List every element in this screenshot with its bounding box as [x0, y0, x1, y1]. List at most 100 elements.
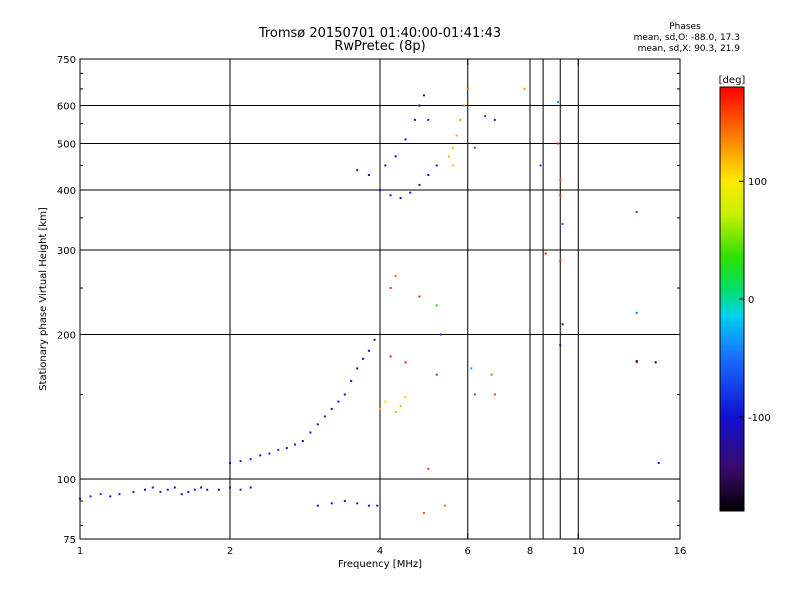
data-point	[418, 104, 421, 107]
chart-subtitle: RwPretec (8p)	[334, 39, 426, 54]
phase-stats-title: Phases	[669, 22, 701, 32]
data-point	[159, 490, 162, 493]
data-point	[384, 164, 387, 167]
data-point	[418, 295, 421, 298]
data-point	[200, 486, 203, 489]
data-point	[418, 183, 421, 186]
data-point	[559, 259, 562, 262]
data-point	[99, 493, 102, 496]
x-axis-label: Frequency [MHz]	[338, 559, 422, 570]
data-point	[343, 499, 346, 502]
data-point	[268, 452, 271, 455]
x-tick-label: 8	[527, 546, 533, 557]
data-point	[143, 488, 146, 491]
data-point	[323, 415, 326, 418]
data-point	[373, 338, 376, 341]
data-point	[539, 164, 542, 167]
phase-stats-x: mean, sd,X: 90.3, 21.9	[637, 44, 740, 54]
data-point	[356, 367, 359, 370]
data-point	[404, 396, 407, 399]
data-point	[249, 458, 252, 461]
data-point	[493, 393, 496, 396]
data-point	[463, 104, 466, 107]
data-point	[473, 146, 476, 149]
data-point	[293, 443, 296, 446]
data-point	[523, 87, 526, 90]
data-point	[367, 349, 370, 352]
data-point	[173, 486, 176, 489]
y-tick-label: 200	[57, 331, 76, 342]
data-point	[427, 173, 430, 176]
colorbar-label: [deg]	[719, 75, 746, 86]
data-point	[384, 400, 387, 403]
data-point	[459, 118, 462, 121]
data-point	[635, 211, 638, 214]
x-tick-label: 6	[465, 546, 471, 557]
data-point	[330, 407, 333, 410]
y-tick-label: 300	[57, 246, 76, 257]
x-tick-label: 4	[377, 546, 383, 557]
data-point	[389, 287, 392, 290]
data-point	[343, 393, 346, 396]
data-point	[132, 490, 135, 493]
colorbar: [deg] 100 0 -100	[719, 75, 771, 512]
data-point	[561, 323, 564, 326]
data-point	[389, 355, 392, 358]
data-point	[443, 504, 446, 507]
data-point	[435, 304, 438, 307]
data-point	[367, 504, 370, 507]
data-point	[455, 134, 458, 137]
data-point	[217, 488, 220, 491]
data-point	[635, 360, 638, 363]
data-point	[206, 488, 209, 491]
data-point	[544, 252, 547, 255]
data-point	[556, 101, 559, 104]
data-point	[635, 311, 638, 314]
data-point	[470, 367, 473, 370]
data-point	[404, 138, 407, 141]
data-point	[657, 461, 660, 464]
data-point	[394, 155, 397, 158]
data-point	[466, 87, 469, 90]
data-point	[561, 222, 564, 225]
data-point	[249, 486, 252, 489]
data-point	[166, 488, 169, 491]
data-point	[394, 410, 397, 413]
data-point	[389, 194, 392, 197]
data-point	[109, 495, 112, 498]
colorbar-tick-label: 100	[748, 177, 767, 188]
data-point	[404, 361, 407, 364]
data-point	[409, 191, 412, 194]
data-point	[484, 115, 487, 118]
data-point	[435, 164, 438, 167]
data-point	[399, 197, 402, 200]
phase-stats: Phases mean, sd,O: -88.0, 17.3 mean, sd,…	[590, 22, 740, 55]
data-point	[473, 393, 476, 396]
data-point	[422, 511, 425, 514]
data-point	[435, 373, 438, 376]
data-point	[277, 448, 280, 451]
x-tick-label: 2	[227, 546, 233, 557]
data-point	[180, 493, 183, 496]
data-point	[285, 447, 288, 450]
data-point	[376, 504, 379, 507]
data-point	[451, 164, 454, 167]
data-point	[330, 502, 333, 505]
y-tick-label: 600	[57, 102, 76, 113]
data-point	[413, 118, 416, 121]
phase-stats-o: mean, sd,O: -88.0, 17.3	[633, 33, 740, 43]
x-tick-label: 16	[674, 546, 687, 557]
data-point	[259, 454, 262, 457]
chart-title: Tromsø 20150701 01:40:00-01:41:43	[258, 26, 502, 41]
data-point	[379, 189, 381, 192]
data-point	[301, 440, 304, 443]
data-point	[337, 400, 340, 403]
data-point	[193, 488, 196, 491]
data-point	[151, 486, 154, 489]
data-point	[316, 423, 319, 426]
data-point	[89, 495, 92, 498]
x-tick-label: 10	[572, 546, 585, 557]
data-point	[379, 407, 381, 410]
data-point	[350, 380, 353, 383]
